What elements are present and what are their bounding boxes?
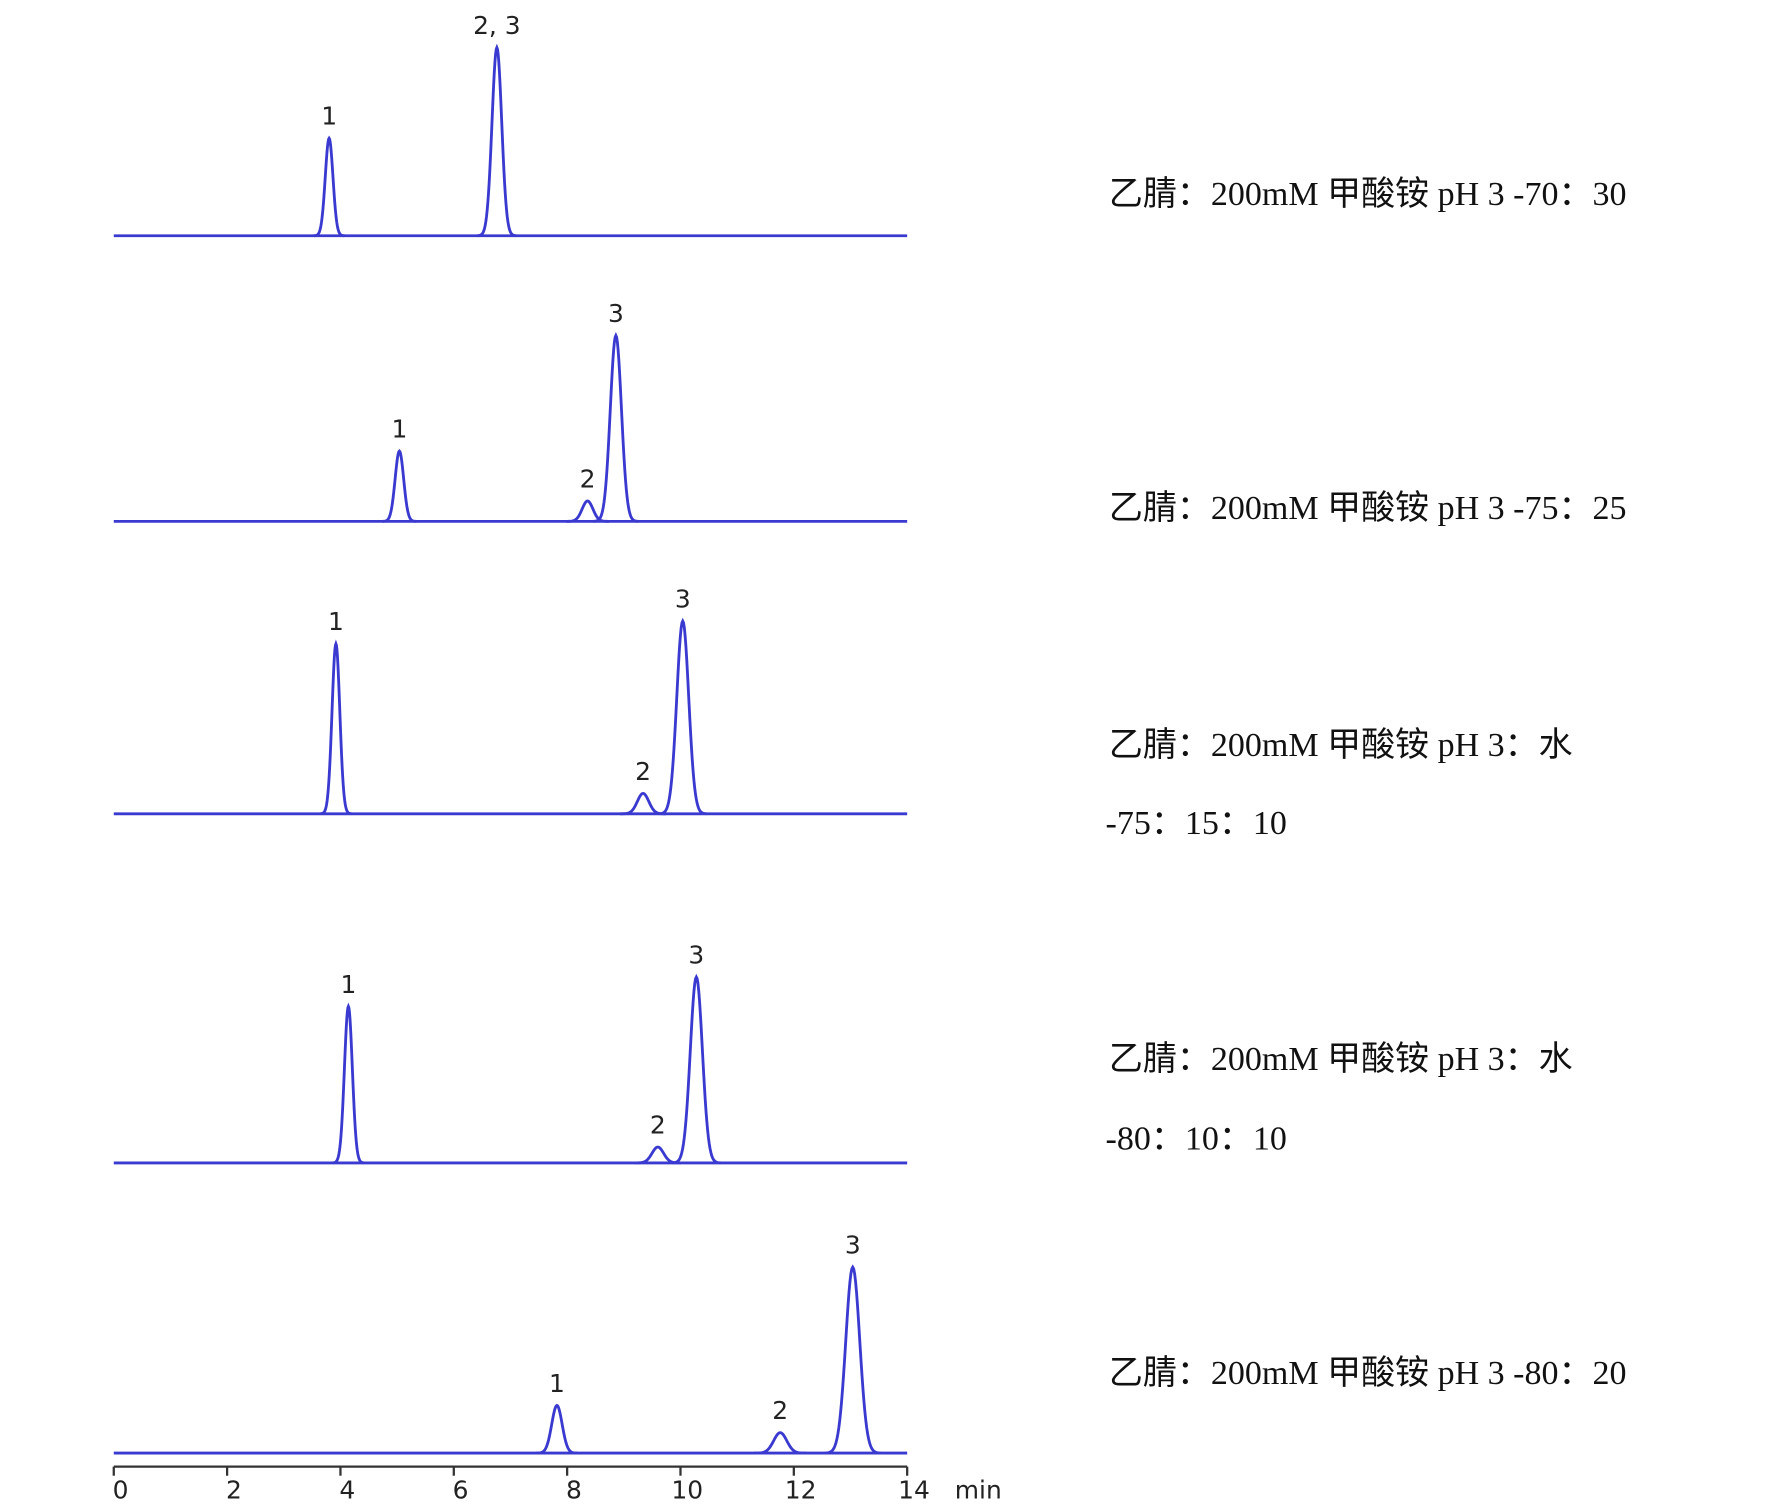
peak xyxy=(536,1403,578,1455)
condition: 乙腈：200mM 甲酸铵 pH 3 -70：30 xyxy=(1109,175,1627,213)
peak xyxy=(824,1264,881,1455)
condition: 乙腈：200mM 甲酸铵 pH 3：水 xyxy=(1109,1040,1573,1078)
peak-label: 1 xyxy=(340,970,356,999)
peak xyxy=(593,332,639,523)
peak-label: 1 xyxy=(328,607,344,636)
x-tick-label: 2 xyxy=(226,1475,242,1504)
peak-label: 1 xyxy=(391,415,407,444)
peak xyxy=(620,791,666,816)
peak-label: 3 xyxy=(845,1231,861,1260)
peak xyxy=(477,43,517,238)
peak-label: 1 xyxy=(549,1369,565,1398)
peak-label: 2 xyxy=(772,1396,788,1425)
peak-label: 1 xyxy=(321,102,337,131)
peak-label: 2, 3 xyxy=(473,11,521,40)
condition: 乙腈：200mM 甲酸铵 pH 3：水 xyxy=(1109,726,1573,764)
peak-label: 2 xyxy=(635,757,651,786)
x-tick-label: 14 xyxy=(898,1475,930,1504)
condition: -75：15：10 xyxy=(1106,805,1287,842)
peak xyxy=(658,617,707,816)
peak xyxy=(565,499,610,523)
x-tick-label: 8 xyxy=(566,1475,582,1504)
peak xyxy=(332,1002,365,1165)
x-tick-label: 4 xyxy=(339,1475,355,1504)
x-tick-label: 0 xyxy=(113,1475,129,1504)
x-tick-label: 12 xyxy=(785,1475,817,1504)
condition: -80：10：10 xyxy=(1106,1120,1287,1157)
condition: 乙腈：200mM 甲酸铵 pH 3 -80：20 xyxy=(1109,1354,1627,1392)
peak-label: 2 xyxy=(650,1110,666,1139)
x-tick-label: 6 xyxy=(453,1475,469,1504)
x-axis-label: min xyxy=(955,1475,1002,1504)
x-tick-label: 10 xyxy=(671,1475,703,1504)
peak-label: 3 xyxy=(688,940,704,969)
peak xyxy=(634,1145,682,1165)
condition: 乙腈：200mM 甲酸铵 pH 3 -75：25 xyxy=(1109,489,1627,527)
peak xyxy=(382,449,417,523)
peak xyxy=(313,135,345,238)
peak-label: 3 xyxy=(608,299,624,328)
peak-label: 3 xyxy=(675,585,691,614)
peak xyxy=(754,1431,807,1455)
peak xyxy=(320,639,352,816)
peak xyxy=(672,973,721,1165)
peak-label: 2 xyxy=(580,464,596,493)
